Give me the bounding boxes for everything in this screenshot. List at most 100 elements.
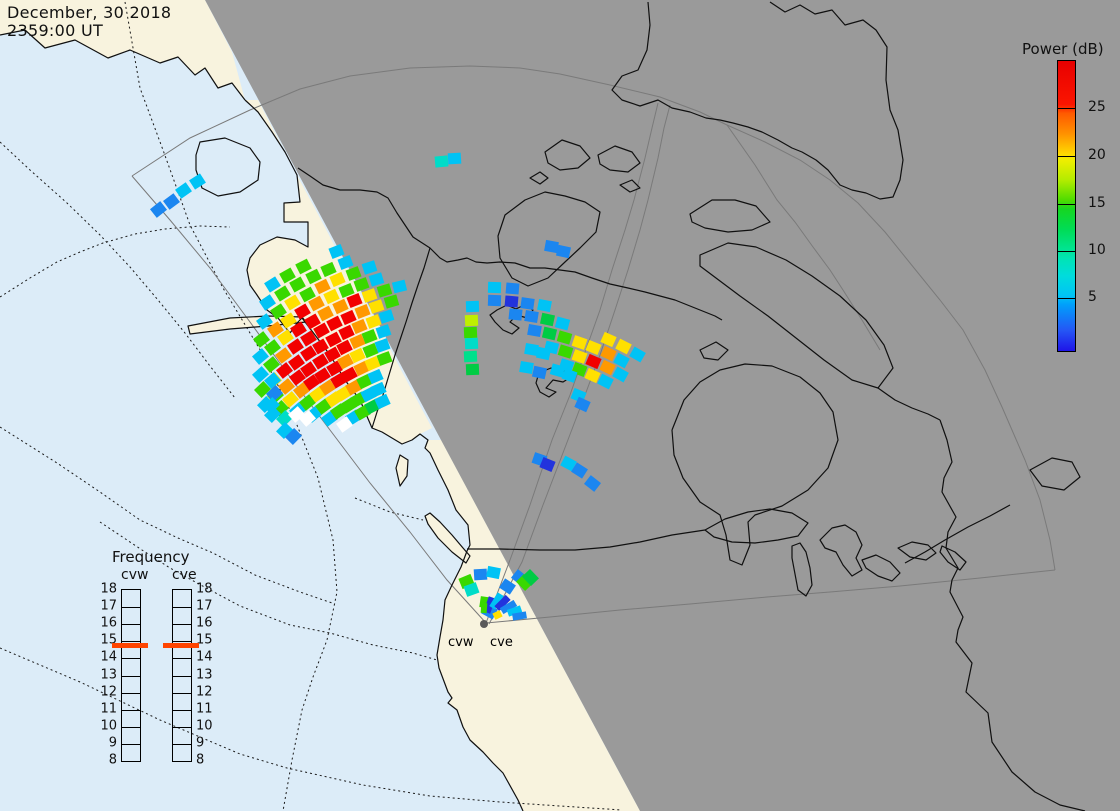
echo-cell xyxy=(485,565,501,579)
echo-cell xyxy=(611,366,629,383)
echo-cell xyxy=(585,340,602,356)
radar-site-dot xyxy=(480,620,488,628)
freq-tick-label: 11 xyxy=(100,701,117,717)
freq-column-label-cvw: cvw xyxy=(121,567,149,583)
echo-cell xyxy=(464,314,478,326)
echo-cell xyxy=(174,181,192,199)
freq-ladder-cvw xyxy=(121,589,141,762)
freq-tick-label: 16 xyxy=(196,615,213,631)
colorbar-tick-label: 15 xyxy=(1088,195,1106,211)
echo-cell xyxy=(188,172,206,190)
freq-ladder-rung xyxy=(173,692,191,694)
echo-cell xyxy=(518,360,534,374)
echo-cell xyxy=(378,309,395,324)
freq-tick-label: 10 xyxy=(100,718,117,734)
freq-tick-label: 15 xyxy=(196,632,213,648)
echo-cell xyxy=(613,352,631,369)
freq-ladder-rung xyxy=(122,692,140,694)
freq-tick-label: 16 xyxy=(100,615,117,631)
echo-cell xyxy=(498,577,516,595)
echo-cell xyxy=(465,300,479,312)
echo-cell xyxy=(539,313,555,327)
date-text: December, 30 2018 xyxy=(7,3,172,22)
echo-cell xyxy=(511,611,527,621)
echo-cell xyxy=(480,602,488,614)
time-text: 2359:00 UT xyxy=(7,21,104,40)
freq-tick-label: 8 xyxy=(196,752,205,768)
colorbar-tick-label: 25 xyxy=(1088,99,1106,115)
echo-cell xyxy=(555,316,571,331)
echo-cell xyxy=(504,295,519,308)
echo-cell xyxy=(556,330,573,345)
echo-cell xyxy=(629,346,646,363)
site-label-cvw: cvw xyxy=(448,635,474,650)
freq-ladder-rung xyxy=(173,709,191,711)
colorbar-tick-label: 10 xyxy=(1088,242,1106,258)
echo-cell xyxy=(463,326,477,338)
freq-tick-label: 17 xyxy=(196,598,213,614)
freq-column-label-cve: cve xyxy=(172,567,197,583)
echo-cell xyxy=(527,323,542,338)
echo-cell xyxy=(505,282,520,295)
colorbar-tick xyxy=(1058,251,1075,252)
colorbar-tick xyxy=(1058,298,1075,299)
freq-ladder-rung xyxy=(173,641,191,643)
echo-cell xyxy=(535,346,551,360)
echo-cell xyxy=(600,332,617,348)
freq-tick-label: 14 xyxy=(100,649,117,665)
echo-cell xyxy=(376,351,393,367)
echo-cell xyxy=(571,334,588,350)
echo-cell xyxy=(465,363,479,375)
freq-tick-label: 12 xyxy=(196,684,213,700)
freq-ladder-rung xyxy=(173,726,191,728)
echo-cell xyxy=(557,344,574,359)
freq-ladder-rung xyxy=(122,709,140,711)
colorbar-tick-label: 5 xyxy=(1088,289,1097,305)
echo-cell xyxy=(447,152,461,164)
freq-tick-label: 11 xyxy=(196,701,213,717)
echo-cell xyxy=(537,299,552,313)
freq-ladder-rung xyxy=(173,675,191,677)
echo-cell xyxy=(520,296,536,310)
norton-sound xyxy=(196,138,260,196)
freq-ladder-rung xyxy=(173,743,191,745)
freq-marker xyxy=(112,643,148,648)
echo-cell xyxy=(583,474,601,492)
freq-tick-label: 10 xyxy=(196,718,213,734)
echo-cell xyxy=(463,350,477,362)
freq-ladder-rung xyxy=(173,624,191,626)
echo-cell xyxy=(524,310,539,324)
echo-cell xyxy=(555,244,571,258)
echo-cell xyxy=(391,279,407,294)
night-overlay xyxy=(205,0,1120,811)
freq-tick-label: 9 xyxy=(196,735,205,751)
freq-tick-label: 13 xyxy=(100,667,117,682)
echo-cell xyxy=(434,154,448,168)
freq-ladder-rung xyxy=(122,607,140,609)
freq-tick-label: 14 xyxy=(196,649,213,665)
freq-tick-label: 18 xyxy=(100,581,117,597)
freq-ladder-rung xyxy=(173,658,191,660)
echo-cell xyxy=(361,260,378,276)
echo-cell xyxy=(487,281,502,293)
echo-cell xyxy=(508,308,523,321)
freq-ladder-rung xyxy=(173,607,191,609)
colorbar-tick-label: 20 xyxy=(1088,147,1106,163)
echo-cell xyxy=(368,271,385,287)
freq-tick-label: 8 xyxy=(108,752,117,768)
colorbar-tick xyxy=(1058,108,1075,109)
colorbar-title: Power (dB) xyxy=(1022,40,1104,58)
colorbar-tick xyxy=(1058,204,1075,205)
echo-cell xyxy=(531,365,547,379)
freq-ladder-cve xyxy=(172,589,192,762)
echo-cell xyxy=(487,294,501,306)
freq-marker xyxy=(163,643,199,648)
site-label-cve: cve xyxy=(490,635,513,650)
freq-ladder-rung xyxy=(122,641,140,643)
power-colorbar xyxy=(1057,60,1076,352)
echo-cell xyxy=(375,324,391,340)
echo-cell xyxy=(473,568,487,580)
